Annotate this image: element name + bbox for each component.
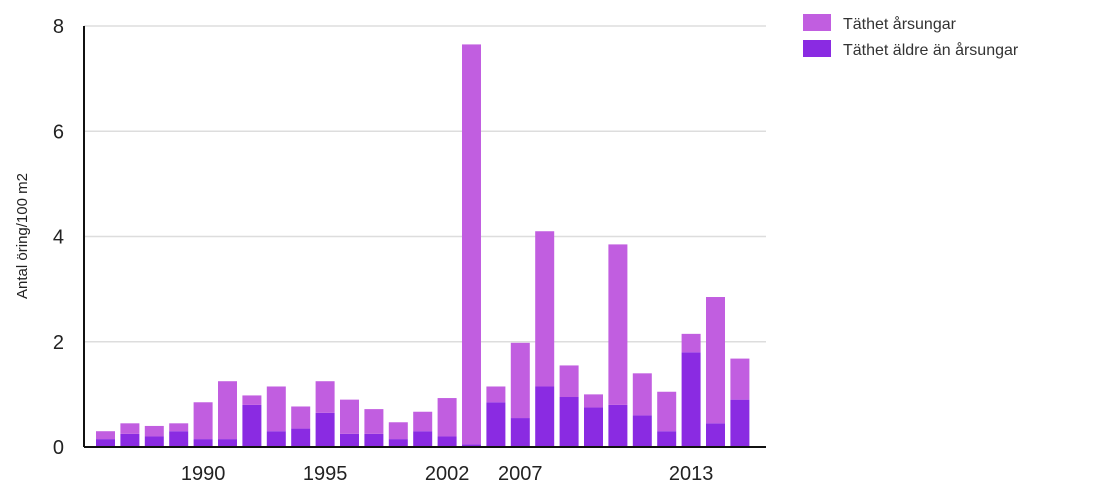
y-tick-label: 6 <box>53 121 64 143</box>
y-tick-labels: 0 2 4 6 8 <box>53 16 64 459</box>
bar-arsungar-1995 <box>315 381 335 413</box>
x-tick-label: 1990 <box>181 463 226 485</box>
bars-group <box>96 44 750 447</box>
bar-arsungar-1988 <box>144 425 164 437</box>
bar-aldre-1997 <box>364 433 384 447</box>
bar-arsungar-1994 <box>291 406 311 429</box>
x-tick-labels: 1990 1995 2002 2007 2013 <box>181 463 714 485</box>
y-tick-label: 0 <box>53 437 64 459</box>
y-tick-label: 4 <box>53 227 64 249</box>
x-tick-label: 2007 <box>498 463 543 485</box>
y-tick-label: 2 <box>53 332 64 354</box>
bar-aldre-1988 <box>144 436 164 447</box>
bar-aldre-2012 <box>681 352 701 447</box>
bar-aldre-2010 <box>632 415 652 447</box>
bar-aldre-1999 <box>413 431 433 447</box>
bar-arsungar-2008 <box>584 394 603 408</box>
bar-arsungar-2014 <box>730 358 750 400</box>
bar-aldre-1987 <box>120 433 140 447</box>
y-axis-title: Antal öring/100 m2 <box>14 173 31 299</box>
bar-arsungar-2010 <box>632 373 652 416</box>
bar-aldre-1995 <box>315 412 335 447</box>
legend-swatch <box>803 14 831 31</box>
bar-arsungar-1998 <box>388 422 408 440</box>
bar-aldre-2014 <box>730 399 750 447</box>
x-tick-label: 2013 <box>669 463 714 485</box>
bar-arsungar-1987 <box>120 423 140 434</box>
bar-arsungar-1986 <box>96 431 115 440</box>
legend-label: Täthet årsungar <box>843 15 957 33</box>
bar-aldre-1990 <box>193 439 213 447</box>
bar-aldre-2008 <box>584 407 603 447</box>
y-tick-label: 8 <box>53 16 64 38</box>
bar-arsungar-1996 <box>340 399 359 434</box>
bar-aldre-1986 <box>96 439 115 447</box>
bar-arsungar-1997 <box>364 409 384 434</box>
bar-arsungar-1990 <box>193 402 213 440</box>
bar-aldre-2009 <box>608 404 628 447</box>
bar-arsungar-1991 <box>218 381 237 440</box>
bar-arsungar-1999 <box>413 411 433 432</box>
legend-swatch <box>803 40 831 57</box>
bar-aldre-2007 <box>559 397 579 447</box>
bar-arsungar-1989 <box>169 423 189 432</box>
bar-arsungar-2009 <box>608 244 628 405</box>
bar-arsungar-1993 <box>266 386 286 432</box>
bar-aldre-1998 <box>388 439 408 447</box>
bar-arsungar-2005 <box>510 342 530 419</box>
bar-aldre-2013 <box>706 423 725 447</box>
axes <box>83 26 766 448</box>
bar-aldre-1989 <box>169 431 189 447</box>
bar-aldre-2011 <box>657 431 677 447</box>
bar-aldre-1992 <box>242 404 262 447</box>
bar-aldre-1991 <box>218 439 237 447</box>
legend: Täthet årsungar Täthet äldre än årsungar <box>803 14 1019 59</box>
bar-arsungar-2000 <box>437 398 457 437</box>
bar-arsungar-2004 <box>486 386 506 403</box>
bar-aldre-2003 <box>462 444 481 447</box>
bar-aldre-2006 <box>535 386 555 447</box>
bar-arsungar-2011 <box>657 391 677 432</box>
x-tick-label: 1995 <box>303 463 348 485</box>
bar-arsungar-1992 <box>242 395 262 405</box>
bar-arsungar-2012 <box>681 333 701 353</box>
bar-aldre-2000 <box>437 436 457 447</box>
bar-arsungar-2013 <box>706 297 725 424</box>
bar-aldre-1994 <box>291 428 311 447</box>
bar-arsungar-2006 <box>535 231 555 387</box>
bar-aldre-2005 <box>510 418 530 447</box>
gridlines <box>84 25 766 343</box>
bar-arsungar-2003 <box>462 44 481 445</box>
x-tick-label: 2002 <box>425 463 470 485</box>
bar-aldre-2004 <box>486 402 506 447</box>
bar-arsungar-2007 <box>559 365 579 398</box>
bar-aldre-1993 <box>266 431 286 447</box>
bar-aldre-1996 <box>340 433 359 447</box>
legend-label: Täthet äldre än årsungar <box>843 41 1019 59</box>
